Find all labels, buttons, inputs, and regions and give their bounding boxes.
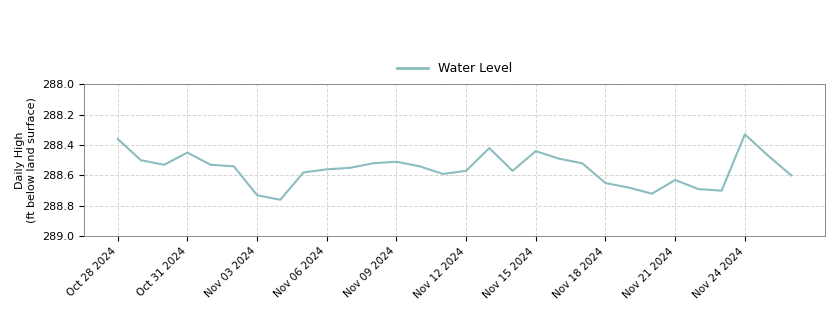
Y-axis label: Daily High
(ft below land surface): Daily High (ft below land surface) xyxy=(15,97,37,223)
Legend: Water Level: Water Level xyxy=(391,57,517,80)
